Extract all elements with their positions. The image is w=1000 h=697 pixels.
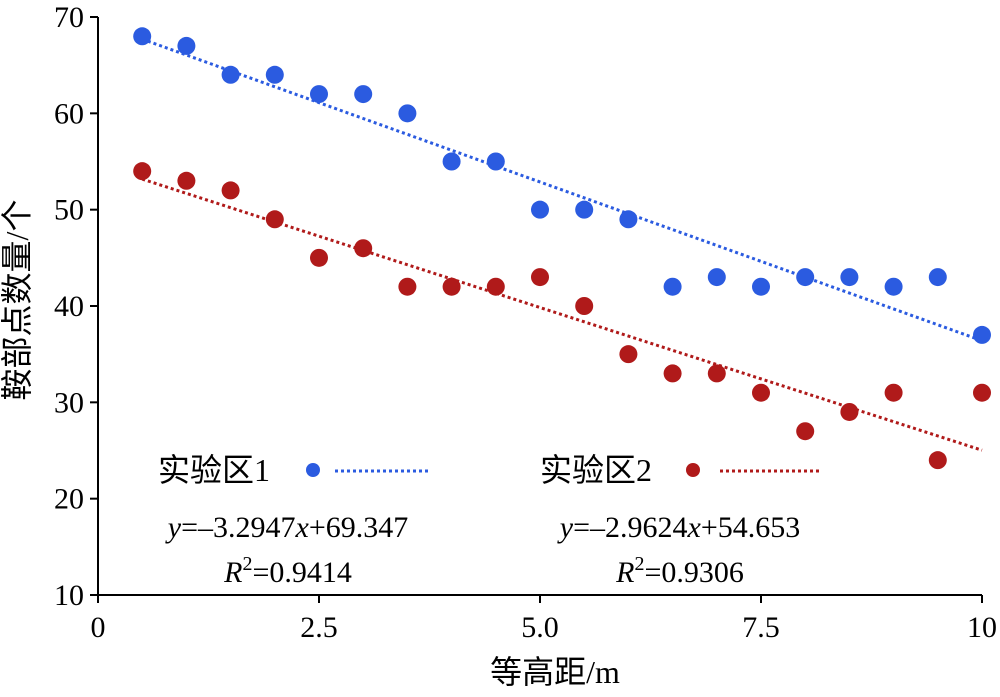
legend-marker-series-1	[306, 463, 320, 477]
r2-series-1: R2=0.9414	[223, 553, 352, 589]
point-series-1	[575, 200, 594, 219]
point-series-2	[354, 239, 373, 258]
equation-series-2: y=–2.9624x+54.653	[557, 511, 801, 544]
axis-ticks: 10 20 30 40 50 60 70 0 2.5 5.0 7.5 10	[54, 1, 997, 644]
y-tick-label: 10	[54, 579, 84, 612]
trendlines	[141, 37, 983, 452]
y-tick-label: 20	[54, 483, 84, 516]
y-tick-label: 30	[54, 386, 84, 419]
point-series-2	[928, 451, 947, 470]
point-series-1	[177, 36, 196, 55]
point-series-2	[752, 383, 770, 402]
point-series-1	[265, 65, 284, 84]
point-series-2	[619, 345, 638, 364]
point-series-2	[707, 364, 726, 383]
point-series-1	[619, 210, 638, 229]
legend-series-1: 实验区1	[158, 452, 430, 488]
y-tick-label: 40	[54, 290, 84, 323]
point-series-1	[486, 152, 505, 171]
point-series-2	[531, 268, 549, 287]
equation-series-1: y=–3.2947x+69.347	[165, 511, 409, 544]
point-series-1	[796, 268, 815, 287]
legend-label-series-2: 实验区2	[540, 452, 652, 488]
point-series-2	[221, 181, 240, 200]
point-series-2	[796, 422, 815, 441]
legend-marker-series-2	[686, 463, 700, 477]
point-series-1	[840, 268, 859, 287]
point-series-1	[707, 268, 726, 287]
legend-label-series-1: 实验区1	[158, 452, 270, 488]
point-series-1	[398, 104, 417, 123]
trendline-series-1	[141, 37, 983, 343]
y-tick-label: 60	[54, 97, 84, 130]
point-series-2	[398, 277, 417, 296]
point-series-1	[884, 277, 903, 296]
y-tick-label: 70	[54, 1, 84, 34]
point-series-2	[884, 383, 903, 402]
data-points	[133, 27, 991, 470]
point-series-1	[442, 152, 461, 171]
point-series-1	[310, 85, 328, 104]
x-axis-title: 等高距/m	[490, 654, 620, 690]
point-series-2	[442, 277, 461, 296]
x-tick-label: 7.5	[742, 611, 780, 644]
point-series-1	[663, 277, 682, 296]
point-series-2	[486, 277, 505, 296]
point-series-2	[973, 383, 991, 402]
x-tick-label: 10	[967, 611, 997, 644]
point-series-1	[133, 27, 152, 46]
point-series-2	[310, 248, 328, 267]
point-series-1	[752, 277, 770, 296]
point-series-1	[354, 85, 373, 104]
x-tick-label: 2.5	[300, 611, 338, 644]
point-series-2	[575, 297, 594, 315]
x-tick-label: 5.0	[521, 611, 559, 644]
legend-series-2: 实验区2	[540, 452, 820, 488]
y-tick-label: 50	[54, 194, 84, 227]
point-series-1	[928, 268, 947, 287]
point-series-2	[840, 402, 859, 421]
point-series-2	[265, 210, 284, 229]
point-series-2	[177, 171, 196, 190]
point-series-1	[531, 200, 549, 219]
point-series-1	[973, 325, 991, 344]
point-series-1	[221, 65, 240, 84]
point-series-2	[133, 162, 152, 181]
y-axis-title: 鞍部点数量/个	[0, 200, 35, 401]
x-tick-label: 0	[91, 611, 106, 644]
point-series-2	[663, 364, 682, 383]
r2-series-2: R2=0.9306	[615, 553, 744, 589]
